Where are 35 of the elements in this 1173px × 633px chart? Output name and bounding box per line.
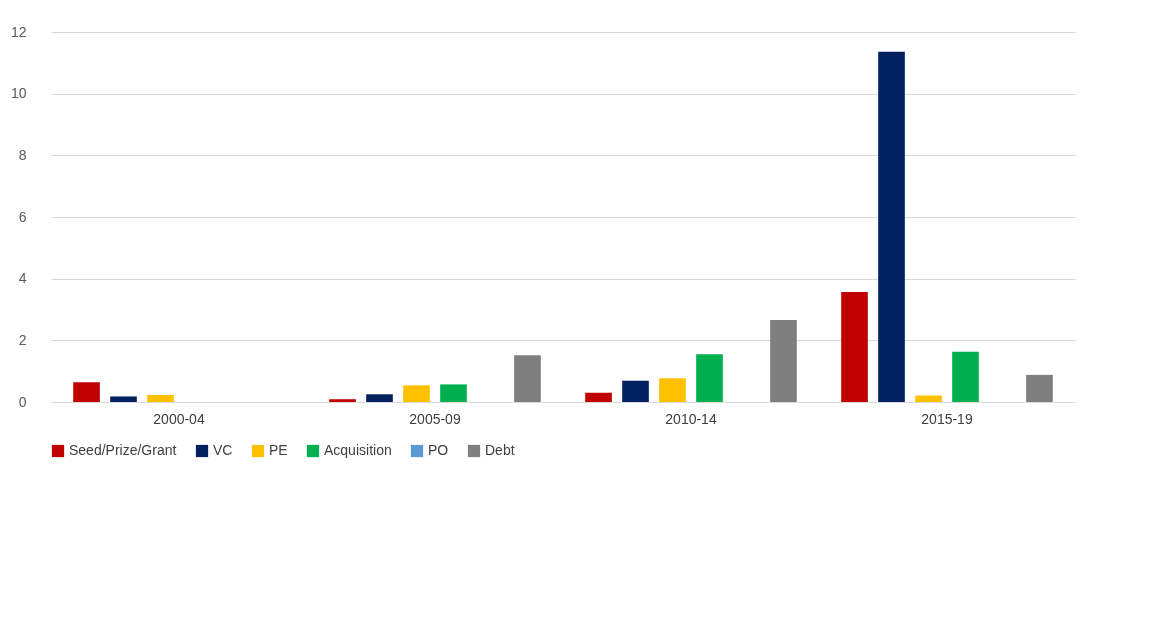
bar: [147, 394, 174, 402]
bar: [659, 378, 686, 402]
bar: [403, 385, 430, 402]
x-tick-label: 2000-04: [153, 410, 205, 427]
legend-label: VC: [213, 442, 233, 458]
x-tick-label: 2010-14: [665, 410, 717, 427]
bar: [696, 354, 723, 402]
bar: [73, 382, 100, 402]
y-tick-label: 0: [18, 393, 27, 410]
y-tick-label: 2: [18, 331, 27, 348]
bar: [110, 396, 137, 402]
bar: [329, 399, 356, 402]
bar: [841, 291, 868, 402]
legend-label: Acquisition: [324, 442, 392, 458]
bar: [1026, 374, 1053, 402]
bar: [585, 392, 612, 402]
y-tick-label: 8: [18, 146, 27, 163]
bar: [440, 384, 467, 402]
y-tick-label: 10: [10, 85, 27, 102]
y-tick-label: 12: [10, 23, 27, 40]
legend-label: PE: [269, 442, 288, 458]
bar: [770, 319, 797, 402]
bar: [366, 394, 393, 402]
y-tick-label: 6: [18, 208, 27, 225]
bar: [878, 51, 905, 402]
bar: [952, 351, 979, 402]
legend-label: PO: [428, 442, 449, 458]
x-tick-label: 2015-19: [921, 410, 973, 427]
bar: [915, 395, 942, 402]
x-tick-label: 2005-09: [409, 410, 461, 427]
bar: [622, 380, 649, 402]
legend-label: Seed/Prize/Grant: [69, 442, 177, 458]
y-tick-label: 4: [18, 270, 27, 287]
bar: [514, 355, 541, 402]
legend-label: Debt: [485, 442, 515, 458]
